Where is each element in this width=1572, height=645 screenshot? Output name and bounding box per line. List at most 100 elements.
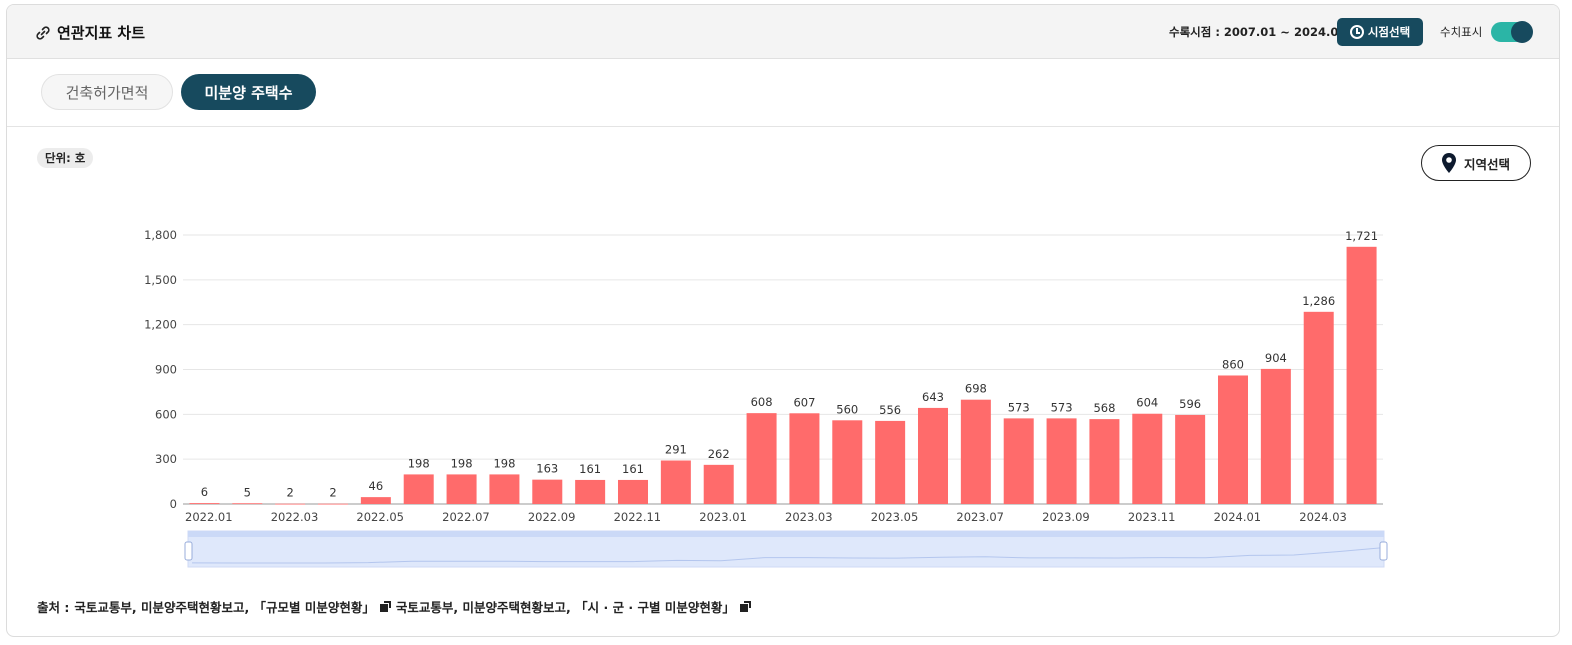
bar[interactable] [1003,418,1034,504]
external-link-icon[interactable] [379,601,391,612]
region-select-button[interactable]: 지역선택 [1421,145,1531,181]
value-toggle[interactable] [1491,21,1533,43]
bar[interactable] [1346,246,1377,505]
bar[interactable] [660,460,691,504]
bar-value-label: 608 [751,395,773,409]
range-slider[interactable] [184,530,1388,568]
y-tick-label: 300 [155,452,177,466]
bar[interactable] [1303,311,1334,504]
source-link-2[interactable]: 국토교통부, 미분양주택현황보고, 「시 · 군 · 구별 미분양현황」 [395,600,735,615]
bar[interactable] [789,413,820,504]
bar[interactable] [746,413,777,504]
bar[interactable] [1089,419,1120,504]
bar-value-label: 198 [493,456,515,470]
bar[interactable] [403,474,434,504]
bar[interactable] [832,420,863,504]
bar-value-label: 1,286 [1302,294,1335,308]
bar-value-label: 904 [1265,351,1287,365]
bar-value-label: 1,721 [1345,229,1378,243]
y-tick-label: 0 [170,497,177,511]
tab-building-permit-area[interactable]: 건축허가면적 [41,74,173,110]
x-tick-label: 2022.01 [185,510,233,524]
unit-badge: 단위: 호 [37,148,94,168]
clock-icon [1349,25,1364,39]
bar[interactable] [1260,368,1291,504]
x-tick-label: 2023.11 [1128,510,1176,524]
bar-value-label: 161 [579,462,601,476]
bar-value-label: 6 [201,485,208,499]
bar-value-label: 556 [879,403,901,417]
bar-value-label: 573 [1008,400,1030,414]
x-tick-label: 2023.05 [871,510,919,524]
bar[interactable] [918,407,948,504]
x-tick-label: 2022.11 [614,510,662,524]
bar-value-label: 161 [622,462,644,476]
bar-value-label: 560 [836,402,858,416]
bar-value-label: 163 [536,462,558,476]
x-tick-label: 2022.09 [528,510,576,524]
chart-card: 연관지표 차트 수록시점 : 2007.01 ~ 2024.04 시점선택 수치… [6,4,1560,637]
value-toggle-knob [1511,21,1533,43]
period-label: 수록시점 : 2007.01 ~ 2024.04 [1169,25,1347,39]
slider-handle-left[interactable] [184,541,193,561]
bar-value-label: 596 [1179,397,1201,411]
bar-value-label: 604 [1136,396,1158,410]
map-pin-icon [1441,153,1456,173]
period-select-button[interactable]: 시점선택 [1337,18,1423,46]
card-header: 연관지표 차트 수록시점 : 2007.01 ~ 2024.04 시점선택 수치… [7,5,1559,59]
bar-value-label: 643 [922,390,944,404]
slider-handle-right[interactable] [1379,541,1388,561]
bar[interactable] [875,420,906,504]
bar[interactable] [703,464,734,504]
bar[interactable] [1175,414,1206,504]
bar-value-label: 573 [1051,400,1073,414]
x-tick-label: 2023.09 [1042,510,1090,524]
bar-value-label: 291 [665,443,687,457]
source-link-1[interactable]: 국토교통부, 미분양주택현황보고, 「규모별 미분양현황」 [74,600,375,615]
bar[interactable] [618,479,648,504]
header-title-text: 연관지표 차트 [57,24,146,42]
header-title: 연관지표 차트 [35,22,145,43]
region-select-label: 지역선택 [1463,156,1510,172]
y-tick-label: 1,800 [144,228,177,242]
y-tick-label: 1,200 [144,318,177,332]
bar[interactable] [275,503,306,505]
y-tick-label: 900 [155,363,177,377]
bar[interactable] [446,474,477,504]
bar-value-label: 262 [708,447,730,461]
indicator-tabs: 건축허가면적 미분양 주택수 [7,59,1559,127]
bar[interactable] [189,503,220,504]
bar[interactable] [1218,375,1248,504]
bar-value-label: 698 [965,382,987,396]
x-tick-label: 2022.03 [271,510,319,524]
bar-value-label: 198 [408,456,430,470]
period-select-label: 시점선택 [1367,25,1411,39]
bar[interactable] [1046,418,1077,504]
link-icon [36,25,50,40]
x-tick-label: 2023.03 [785,510,833,524]
bar[interactable] [575,479,606,504]
bar[interactable] [489,474,520,504]
y-tick-label: 600 [155,407,177,421]
bar-value-label: 568 [1093,401,1115,415]
tab-unsold-housing[interactable]: 미분양 주택수 [181,74,316,110]
y-tick-label: 1,500 [144,273,177,287]
bar[interactable] [360,497,391,504]
x-tick-label: 2023.01 [699,510,747,524]
bar[interactable] [1132,413,1163,504]
x-tick-label: 2023.07 [956,510,1004,524]
source-line: 출처 : 국토교통부, 미분양주택현황보고, 「규모별 미분양현황」 국토교통부… [37,597,751,616]
value-toggle-label: 수치표시 [1440,25,1483,39]
external-link-icon[interactable] [739,601,751,612]
bar-value-label: 607 [793,395,815,409]
bar-value-label: 5 [244,485,251,499]
bar[interactable] [960,399,991,504]
bar[interactable] [232,503,263,505]
bar-value-label: 2 [329,486,336,500]
slider-top-band [188,531,1384,537]
bar[interactable] [318,503,348,505]
x-tick-label: 2024.01 [1214,510,1262,524]
bar-value-label: 2 [286,486,293,500]
x-tick-label: 2022.05 [356,510,404,524]
bar[interactable] [532,479,563,504]
